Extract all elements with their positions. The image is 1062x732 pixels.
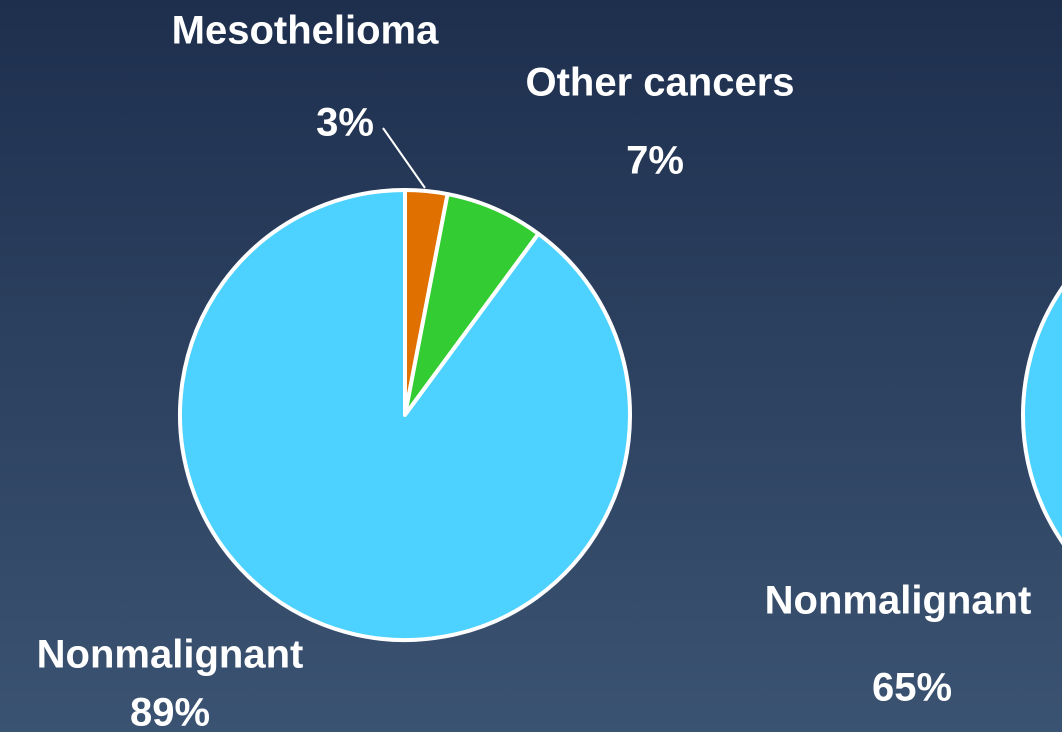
value-label: 3% <box>316 101 374 145</box>
pie-slice <box>1021 285 1062 545</box>
value-label: 7% <box>626 139 684 183</box>
leader-line <box>382 127 426 189</box>
pie-slice <box>178 188 632 642</box>
slice-label: Mesothelioma <box>172 9 439 53</box>
value-label: 89% <box>130 691 210 732</box>
slice-label: Nonmalignant <box>37 633 304 677</box>
slice-label: Other cancers <box>525 61 794 105</box>
slice-label: Nonmalignant <box>765 579 1032 623</box>
value-label: 65% <box>872 666 952 710</box>
